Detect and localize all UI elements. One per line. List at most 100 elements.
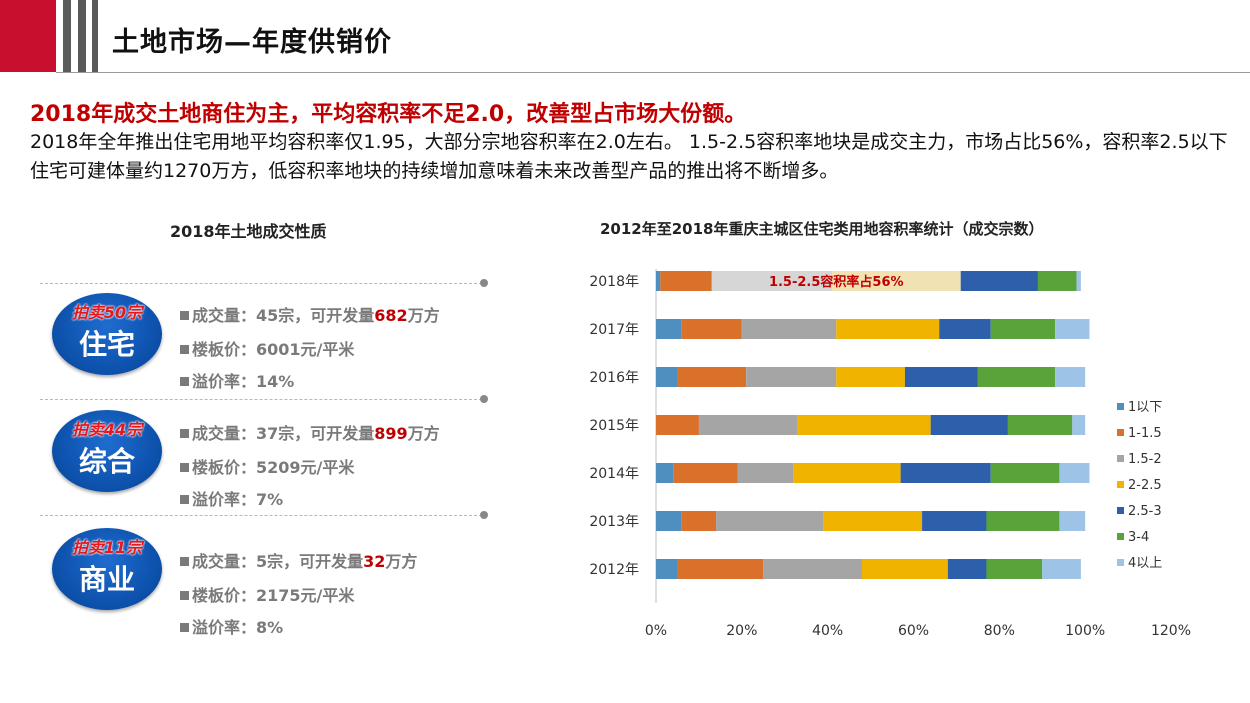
- category-name: 综合: [78, 445, 135, 478]
- bar-segment: [1059, 511, 1086, 531]
- bar-segment: [922, 511, 987, 531]
- auction-count: 拍卖50宗: [71, 303, 143, 322]
- divider-dot: [480, 395, 488, 403]
- bar-segment: [1037, 271, 1077, 291]
- bar-segment: [681, 511, 717, 531]
- bar-segment: [836, 367, 905, 387]
- bar-segment: [986, 511, 1060, 531]
- y-tick-label: 2017年: [589, 322, 639, 338]
- legend-label: 1-1.5: [1128, 426, 1162, 441]
- bar-segment: [900, 463, 991, 483]
- bar-segment: [990, 319, 1056, 339]
- legend-swatch: [1117, 481, 1124, 488]
- divider-dot: [480, 279, 488, 287]
- bar-segment: [836, 319, 940, 339]
- y-tick-label: 2013年: [589, 514, 639, 530]
- bar-segment: [960, 271, 1038, 291]
- bar-segment: [660, 271, 712, 291]
- header-stripe: [78, 0, 86, 72]
- stat-premium: 溢价率：14%: [180, 368, 294, 392]
- x-tick-label: 0%: [645, 623, 667, 639]
- stat-deals: 成交量：45宗，可开发量682万方: [180, 302, 440, 326]
- legend-label: 1以下: [1128, 400, 1162, 415]
- legend-label: 1.5-2: [1128, 452, 1162, 467]
- bar-segment: [823, 511, 923, 531]
- bar-segment: [1055, 319, 1090, 339]
- bar-segment: [831, 271, 961, 291]
- divider-line: [40, 399, 482, 400]
- legend-swatch: [1117, 403, 1124, 410]
- bar-segment: [1059, 463, 1090, 483]
- description: 2018年全年推出住宅用地平均容积率仅1.95，大部分宗地容积率在2.0左右。 …: [30, 131, 1228, 182]
- legend-label: 4以上: [1128, 556, 1162, 571]
- bar-segment: [677, 367, 747, 387]
- bar-segment: [741, 319, 837, 339]
- bar-segment: [1007, 415, 1073, 435]
- y-tick-label: 2018年: [589, 274, 639, 290]
- bar-segment: [904, 367, 978, 387]
- stat-deals: 成交量：5宗，可开发量32万方: [180, 548, 417, 572]
- bar-segment: [990, 463, 1060, 483]
- bar-segment: [939, 319, 991, 339]
- bar-segment: [1042, 559, 1081, 579]
- divider-line: [40, 515, 482, 516]
- bar-segment: [711, 271, 832, 291]
- left-panel-title: 2018年土地成交性质: [170, 222, 327, 241]
- bar-segment: [793, 463, 901, 483]
- bar-segment: [746, 367, 837, 387]
- bar-segment: [656, 367, 678, 387]
- headline: 2018年成交土地商住为主，平均容积率不足2.0，改善型占市场大份额。: [30, 102, 747, 127]
- chart-annotation: 1.5-2.5容积率占56%: [769, 274, 904, 290]
- bar-segment: [986, 559, 1043, 579]
- stat-price: 楼板价：5209元/平米: [180, 454, 354, 478]
- legend-label: 3-4: [1128, 530, 1149, 545]
- bar-segment: [763, 559, 862, 579]
- bar-segment: [862, 559, 948, 579]
- x-tick-label: 20%: [726, 623, 757, 639]
- header-stripe: [63, 0, 71, 72]
- legend-swatch: [1117, 533, 1124, 540]
- auction-count: 拍卖44宗: [71, 420, 143, 439]
- legend-swatch: [1117, 559, 1124, 566]
- bar-segment: [656, 271, 661, 291]
- stat-premium: 溢价率：7%: [180, 486, 283, 510]
- legend-label: 2-2.5: [1128, 478, 1162, 493]
- stacked-bar-chart: 0% 20% 40% 60% 80% 100% 120% 2018年 2017年 2016年 201…: [589, 269, 1191, 639]
- category-name: 住宅: [78, 328, 135, 361]
- stat-premium: 溢价率：8%: [180, 614, 283, 638]
- x-tick-label: 80%: [984, 623, 1015, 639]
- category-badge-residential: 拍卖50宗 住宅: [52, 293, 162, 375]
- y-tick-label: 2012年: [589, 562, 639, 578]
- page-title: 土地市场—年度供销价: [112, 27, 392, 58]
- bar-segment: [1055, 367, 1086, 387]
- bar-segment: [656, 559, 678, 579]
- auction-count: 拍卖11宗: [71, 538, 143, 557]
- x-tick-label: 120%: [1151, 623, 1191, 639]
- y-tick-label: 2016年: [589, 370, 639, 386]
- legend-swatch: [1117, 429, 1124, 436]
- bar-segment: [656, 319, 682, 339]
- category-name: 商业: [78, 563, 135, 596]
- divider-dot: [480, 511, 488, 519]
- divider-line: [40, 283, 482, 284]
- bar-segment: [677, 559, 764, 579]
- bar-segment: [656, 415, 699, 435]
- chart-title: 2012年至2018年重庆主城区住宅类用地容积率统计（成交宗数）: [600, 220, 1044, 238]
- category-badge-commercial: 拍卖11宗 商业: [52, 528, 162, 610]
- y-tick-label: 2015年: [589, 418, 639, 434]
- stat-price: 楼板价：2175元/平米: [180, 582, 354, 606]
- stat-deals: 成交量：37宗，可开发量899万方: [180, 420, 440, 444]
- legend-swatch: [1117, 455, 1124, 462]
- legend-swatch: [1117, 507, 1124, 514]
- bar-segment: [930, 415, 1008, 435]
- bar-segment: [977, 367, 1056, 387]
- x-tick-label: 60%: [898, 623, 929, 639]
- x-tick-label: 40%: [812, 623, 843, 639]
- bar-segment: [1072, 415, 1086, 435]
- bar-segment: [797, 415, 931, 435]
- stat-price: 楼板价：6001元/平米: [180, 336, 354, 360]
- category-badge-mixed: 拍卖44宗 综合: [52, 410, 162, 492]
- bar-segment: [681, 319, 742, 339]
- x-tick-label: 100%: [1065, 623, 1105, 639]
- bar-segment: [673, 463, 738, 483]
